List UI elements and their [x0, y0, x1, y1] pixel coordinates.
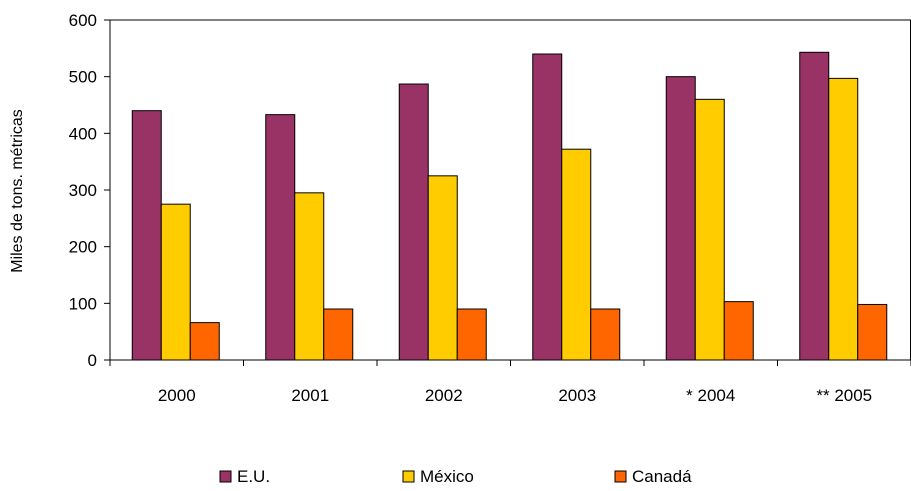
bar-E.U.-2003	[532, 53, 563, 361]
y-tick-label-300: 300	[69, 181, 97, 200]
y-axis-title: Miles de tons. métricas	[9, 109, 26, 273]
bar-Canadá-** 2005	[857, 303, 888, 361]
bar-México-* 2004	[694, 98, 725, 361]
x-tick-label-3: 2003	[558, 386, 596, 405]
bar-Canadá-2002	[456, 308, 487, 361]
bar-México-2002	[427, 175, 458, 361]
legend-label-1: México	[420, 467, 474, 486]
legend-swatch-1	[402, 470, 415, 483]
legend-swatch-0	[219, 470, 232, 483]
bar-Canadá-* 2004	[723, 301, 754, 361]
bar-Canadá-2000	[189, 322, 220, 361]
bar-E.U.-2002	[398, 83, 429, 361]
bar-México-2000	[160, 203, 191, 361]
y-tick-label-500: 500	[69, 68, 97, 87]
y-tick-label-100: 100	[69, 294, 97, 313]
x-tick-label-1: 2001	[291, 386, 329, 405]
bar-E.U.-2001	[265, 114, 296, 361]
bar-México-2001	[294, 192, 325, 361]
bar-E.U.-* 2004	[665, 76, 696, 361]
legend: E.U. México Canadá	[219, 467, 692, 486]
x-tick-label-5: ** 2005	[816, 386, 872, 405]
y-tick-label-400: 400	[69, 124, 97, 143]
legend-label-2: Canadá	[632, 467, 692, 486]
legend-label-0: E.U.	[237, 467, 270, 486]
bar-México-2003	[561, 148, 592, 361]
bar-Canadá-2001	[323, 308, 354, 361]
bar-México-** 2005	[828, 77, 859, 361]
legend-swatch-2	[614, 470, 627, 483]
y-tick-label-200: 200	[69, 238, 97, 257]
x-tick-label-0: 2000	[158, 386, 196, 405]
bar-E.U.-2000	[131, 110, 162, 361]
x-tick-label-2: 2002	[425, 386, 463, 405]
bar-Canadá-2003	[590, 308, 621, 361]
y-tick-label-600: 600	[69, 11, 97, 30]
plot-area: 0 100 200 300 400 500 600 2000 2001 2002 2003 * 200…	[69, 11, 911, 405]
x-tick-label-4: * 2004	[686, 386, 735, 405]
bar-E.U.-** 2005	[799, 51, 830, 361]
y-tick-label-0: 0	[88, 351, 97, 370]
